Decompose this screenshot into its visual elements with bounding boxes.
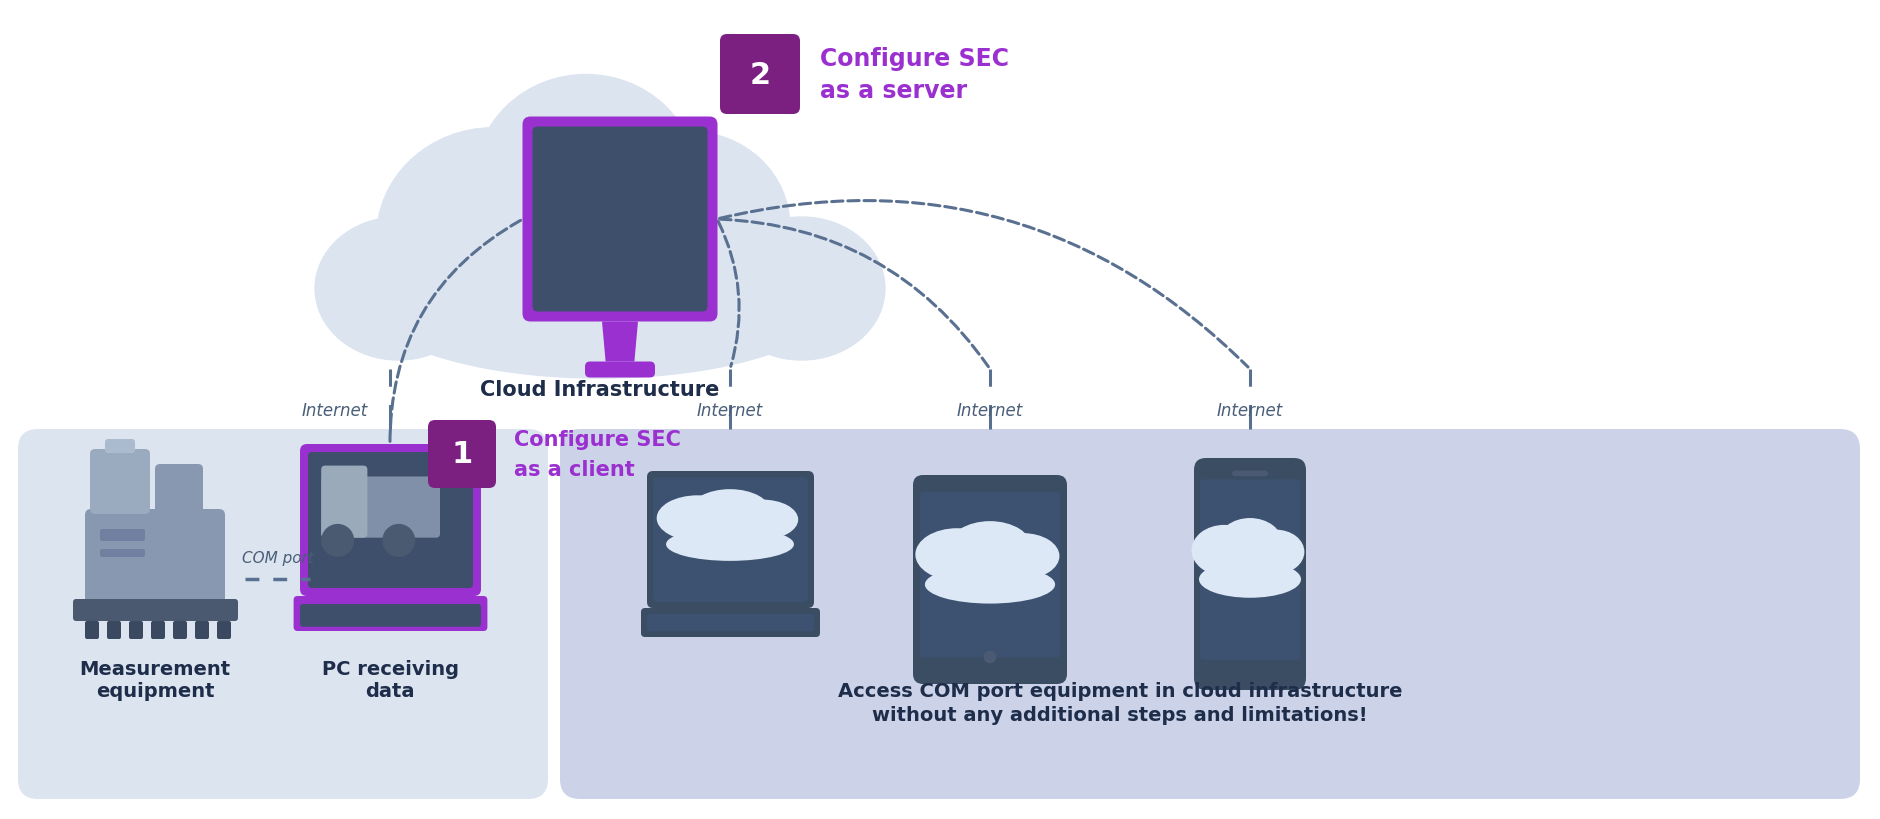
FancyBboxPatch shape [19,429,547,799]
FancyBboxPatch shape [647,472,814,609]
FancyBboxPatch shape [301,604,481,627]
FancyBboxPatch shape [308,452,474,588]
Ellipse shape [314,217,483,361]
FancyBboxPatch shape [196,622,209,639]
Ellipse shape [376,128,611,348]
Ellipse shape [916,528,998,581]
FancyBboxPatch shape [100,529,145,541]
Ellipse shape [474,75,697,287]
Text: COM port: COM port [243,550,314,565]
Text: Internet: Internet [697,401,763,419]
FancyBboxPatch shape [429,420,496,488]
FancyBboxPatch shape [150,622,165,639]
Text: Measurement: Measurement [79,659,231,678]
Text: Internet: Internet [957,401,1023,419]
Ellipse shape [1199,561,1301,598]
FancyBboxPatch shape [105,440,135,454]
Text: Configure SEC: Configure SEC [820,47,1010,71]
FancyBboxPatch shape [720,35,801,115]
Text: without any additional steps and limitations!: without any additional steps and limitat… [872,705,1369,724]
Circle shape [321,524,353,557]
Ellipse shape [690,490,771,535]
FancyBboxPatch shape [85,509,226,604]
FancyBboxPatch shape [107,622,120,639]
Text: Internet: Internet [303,401,368,419]
Text: as a client: as a client [513,459,635,479]
FancyBboxPatch shape [652,477,808,602]
Ellipse shape [588,132,790,321]
FancyArrowPatch shape [720,219,989,367]
FancyBboxPatch shape [641,609,820,637]
FancyBboxPatch shape [130,622,143,639]
FancyBboxPatch shape [173,622,186,639]
Text: as a server: as a server [820,79,966,103]
FancyBboxPatch shape [73,600,239,622]
Text: Access COM port equipment in cloud infrastructure: Access COM port equipment in cloud infra… [838,681,1402,700]
FancyArrowPatch shape [389,221,521,446]
FancyBboxPatch shape [919,492,1060,658]
Text: 2: 2 [750,61,771,89]
FancyBboxPatch shape [585,362,654,378]
FancyBboxPatch shape [321,466,367,538]
Text: Configure SEC: Configure SEC [513,429,681,450]
Polygon shape [602,322,637,362]
FancyBboxPatch shape [523,117,718,322]
Text: Cloud Infrastructure: Cloud Infrastructure [479,379,720,400]
Circle shape [983,651,996,663]
FancyBboxPatch shape [90,450,150,514]
Ellipse shape [925,566,1055,604]
Ellipse shape [1246,530,1305,574]
Ellipse shape [666,528,793,561]
Ellipse shape [363,218,838,379]
Ellipse shape [1218,518,1282,569]
FancyBboxPatch shape [100,550,145,557]
Text: equipment: equipment [96,681,214,700]
FancyBboxPatch shape [1231,471,1267,477]
Text: 1: 1 [451,440,472,469]
FancyBboxPatch shape [154,464,203,514]
Text: Internet: Internet [1216,401,1284,419]
FancyBboxPatch shape [293,596,487,631]
Text: PC receiving: PC receiving [321,659,459,678]
FancyBboxPatch shape [321,477,440,538]
FancyBboxPatch shape [647,614,814,631]
Ellipse shape [987,533,1060,579]
FancyBboxPatch shape [914,475,1068,684]
Ellipse shape [726,500,799,540]
FancyBboxPatch shape [532,127,707,312]
FancyBboxPatch shape [301,445,481,596]
FancyBboxPatch shape [216,622,231,639]
Ellipse shape [1192,525,1258,576]
FancyBboxPatch shape [85,622,100,639]
FancyBboxPatch shape [560,429,1859,799]
FancyArrowPatch shape [718,222,739,367]
Circle shape [382,524,415,557]
FancyBboxPatch shape [1199,480,1299,660]
Ellipse shape [718,217,885,361]
Ellipse shape [948,522,1032,574]
FancyArrowPatch shape [720,201,1248,368]
FancyBboxPatch shape [1194,459,1307,690]
Ellipse shape [656,495,739,541]
Text: data: data [365,681,415,700]
